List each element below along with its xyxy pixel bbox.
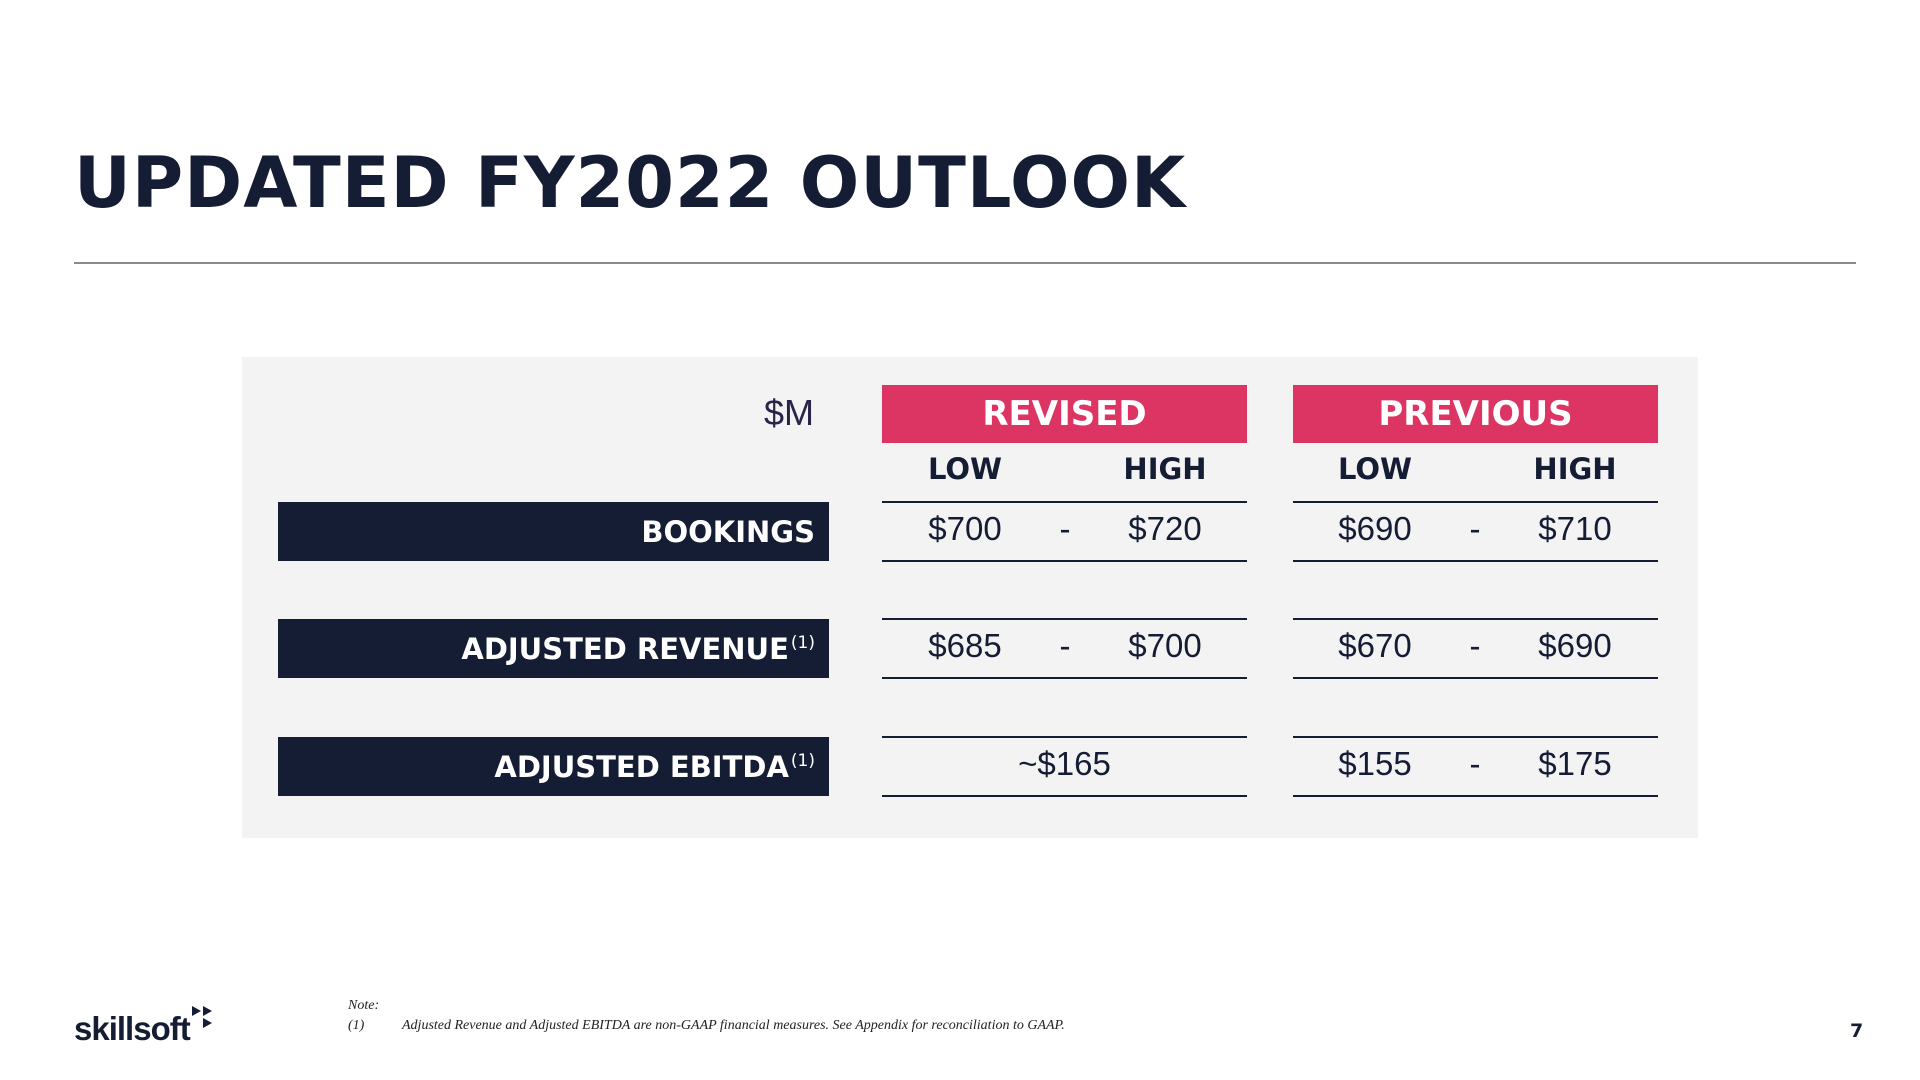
range-dash: - — [1059, 510, 1071, 547]
ebitda-previous-high: $175 — [1538, 745, 1612, 782]
revised-low-header: LOW — [927, 452, 1003, 486]
ebitda-revised: ~$165 — [1018, 745, 1111, 782]
revised-header: REVISED — [882, 385, 1247, 443]
row-label-bookings: BOOKINGS — [278, 502, 829, 561]
previous-low-header: LOW — [1337, 452, 1413, 486]
row-label-adjusted-ebitda: ADJUSTED EBITDA (1) — [278, 737, 829, 796]
range-dash: - — [1469, 745, 1481, 782]
rule — [1293, 736, 1658, 738]
previous-high-header: HIGH — [1533, 452, 1617, 486]
range-dash: - — [1469, 627, 1481, 664]
row-label-adjusted-revenue: ADJUSTED REVENUE (1) — [278, 619, 829, 678]
ebitda-previous-low: $155 — [1338, 745, 1412, 782]
rule — [882, 560, 1247, 562]
rule — [882, 501, 1247, 503]
revenue-previous-low: $670 — [1338, 627, 1412, 664]
revenue-revised-high: $700 — [1128, 627, 1202, 664]
rule — [1293, 677, 1658, 679]
row-label-text: ADJUSTED EBITDA — [494, 749, 789, 784]
row-label-text: ADJUSTED REVENUE — [461, 631, 789, 666]
bookings-previous-low: $690 — [1338, 510, 1412, 547]
note-number: (1) — [348, 1018, 365, 1033]
footnote-marker: (1) — [790, 750, 815, 771]
bookings-previous-high: $710 — [1538, 510, 1612, 547]
rule — [1293, 795, 1658, 797]
rule — [1293, 501, 1658, 503]
page-title: UPDATED FY2022 OUTLOOK — [74, 142, 1187, 224]
rule — [882, 677, 1247, 679]
row-label-text: BOOKINGS — [641, 514, 815, 549]
skillsoft-logo: skillsoft — [74, 1006, 218, 1047]
unit-label: $M — [763, 392, 814, 433]
bookings-revised-low: $700 — [928, 510, 1002, 547]
rule — [1293, 560, 1658, 562]
rule — [882, 618, 1247, 620]
footnote-marker: (1) — [790, 632, 815, 653]
note-label: Note: — [348, 998, 380, 1013]
range-dash: - — [1059, 627, 1071, 664]
title-divider — [74, 262, 1856, 264]
range-dash: - — [1469, 510, 1481, 547]
rule — [882, 795, 1247, 797]
bookings-revised-high: $720 — [1128, 510, 1202, 547]
revenue-revised-low: $685 — [928, 627, 1002, 664]
rule — [1293, 618, 1658, 620]
page-number: 7 — [1850, 1020, 1864, 1042]
previous-header: PREVIOUS — [1293, 385, 1658, 443]
rule — [882, 736, 1247, 738]
revised-high-header: HIGH — [1123, 452, 1207, 486]
note-text: Adjusted Revenue and Adjusted EBITDA are… — [402, 1018, 1065, 1033]
play-arrows-icon — [191, 1006, 212, 1028]
logo-wordmark: skillsoft — [74, 1010, 191, 1047]
revenue-previous-high: $690 — [1538, 627, 1612, 664]
